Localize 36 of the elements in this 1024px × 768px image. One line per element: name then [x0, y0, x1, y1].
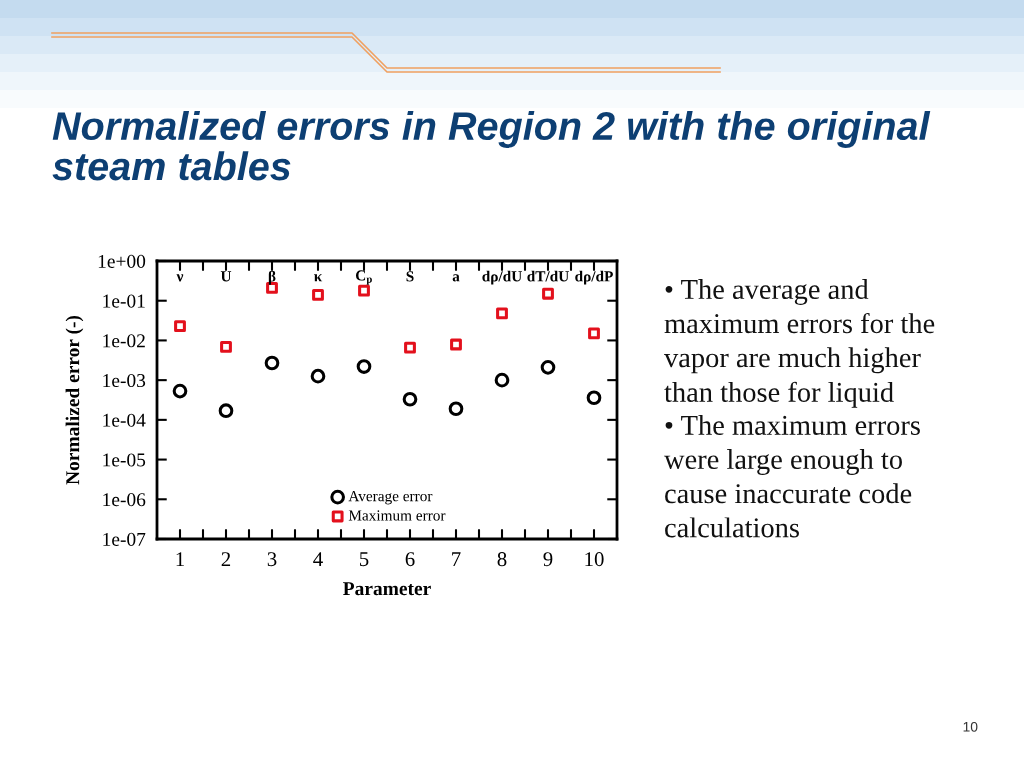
text: 10	[963, 721, 978, 732]
legend-label: Maximum error	[348, 510, 446, 521]
annotation: κ	[314, 274, 323, 282]
x-tick-label: 8	[497, 552, 507, 567]
annotation: a	[452, 274, 460, 282]
x-tick-label: 2	[221, 552, 231, 566]
annotation: β	[268, 270, 276, 285]
y-tick-label: 1e-03	[103, 373, 146, 388]
x-tick-label: 9	[543, 552, 553, 567]
annotation: C$_{p}$	[355, 270, 372, 285]
annotation: U	[220, 271, 232, 282]
x-tick-label: 3	[267, 552, 277, 567]
x-tick-label: 10	[585, 552, 604, 567]
x-axis-title: Parameter	[343, 582, 431, 596]
y-tick-label: 1e-06	[103, 493, 146, 507]
x-tick-label: 7	[452, 552, 461, 566]
legend-label: Average error	[348, 491, 433, 505]
annotation: dρ/dU	[482, 270, 522, 285]
x-tick-label: 5	[360, 552, 369, 567]
x-tick-label: 4	[313, 552, 323, 566]
y-tick-label: 1e-05	[103, 453, 146, 467]
text: • The maximum errors were large enough to cause inaccurate code calculations	[664, 414, 920, 538]
annotation: ν	[176, 274, 184, 282]
x-tick-label: 1	[176, 552, 184, 566]
y-tick-label: 1e+00	[98, 254, 146, 268]
annotation: dρ/dP	[575, 270, 613, 285]
y-tick-label: 1e-07	[103, 532, 146, 546]
annotation: S	[406, 271, 414, 282]
x-tick-label: 6	[405, 552, 415, 567]
y-tick-label: 1e-02	[103, 334, 145, 348]
chart-title: Normalized errors in Region 2 with the original steam tables	[52, 111, 931, 181]
y-tick-label: 1e-01	[103, 294, 145, 308]
y-tick-label: 1e-04	[103, 413, 146, 427]
text: • The average and maximum errors for the vapor are much higher than those for liquid	[664, 279, 935, 408]
y-axis-title: Normalized error (-)	[65, 315, 84, 485]
annotation: dT/dU	[527, 270, 569, 282]
